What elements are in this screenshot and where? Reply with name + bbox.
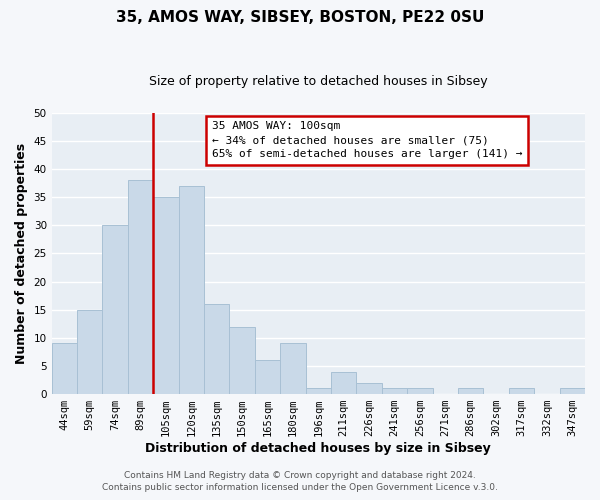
Bar [331,372,356,394]
Text: 35 AMOS WAY: 100sqm
← 34% of detached houses are smaller (75)
65% of semi-detach: 35 AMOS WAY: 100sqm ← 34% of detached ho… [212,121,522,159]
Title: Size of property relative to detached houses in Sibsey: Size of property relative to detached ho… [149,75,488,88]
Bar [407,388,433,394]
Bar [77,310,103,394]
Bar [356,383,382,394]
Bar [509,388,534,394]
Bar [103,226,128,394]
Bar [229,326,255,394]
Bar [204,304,229,394]
Bar [305,388,331,394]
Text: 35, AMOS WAY, SIBSEY, BOSTON, PE22 0SU: 35, AMOS WAY, SIBSEY, BOSTON, PE22 0SU [116,10,484,25]
Y-axis label: Number of detached properties: Number of detached properties [15,143,28,364]
Bar [280,344,305,394]
Bar [382,388,407,394]
Bar [458,388,484,394]
Bar [255,360,280,394]
Bar [153,197,179,394]
Bar [52,344,77,394]
Bar [560,388,585,394]
X-axis label: Distribution of detached houses by size in Sibsey: Distribution of detached houses by size … [145,442,491,455]
Bar [179,186,204,394]
Bar [128,180,153,394]
Text: Contains HM Land Registry data © Crown copyright and database right 2024.
Contai: Contains HM Land Registry data © Crown c… [102,471,498,492]
